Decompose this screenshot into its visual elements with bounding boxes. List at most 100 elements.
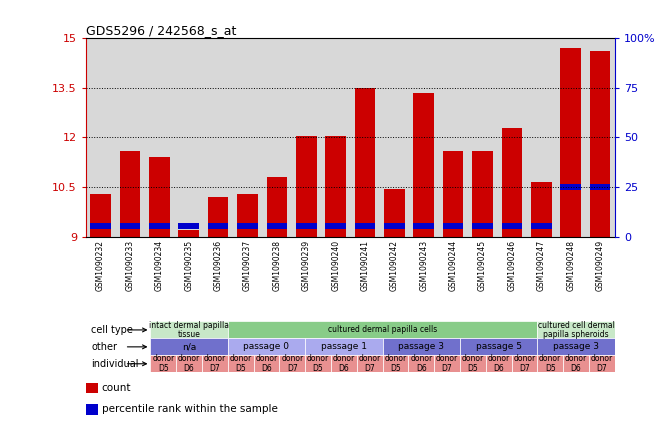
Bar xyxy=(178,230,199,237)
Bar xyxy=(350,38,379,237)
Bar xyxy=(357,355,383,372)
Bar xyxy=(266,222,287,228)
Text: passage 0: passage 0 xyxy=(243,342,290,352)
Bar xyxy=(537,321,615,338)
Bar xyxy=(151,355,176,372)
Bar xyxy=(120,151,140,237)
Bar xyxy=(590,51,610,237)
Bar xyxy=(414,93,434,237)
Bar xyxy=(443,151,463,237)
Bar xyxy=(563,355,589,372)
Bar xyxy=(443,222,463,228)
Bar xyxy=(561,48,581,237)
Bar xyxy=(86,404,98,415)
Text: n/a: n/a xyxy=(182,342,196,352)
Bar xyxy=(384,222,405,228)
Bar xyxy=(497,38,527,237)
Bar xyxy=(383,338,460,355)
Bar xyxy=(383,355,408,372)
Bar xyxy=(149,157,170,237)
Text: donor
D6: donor D6 xyxy=(488,354,510,373)
Bar xyxy=(460,338,537,355)
Text: donor
D7: donor D7 xyxy=(204,354,226,373)
Bar xyxy=(527,38,556,237)
Bar xyxy=(202,355,228,372)
Text: donor
D5: donor D5 xyxy=(384,354,407,373)
Bar xyxy=(266,177,287,237)
Bar xyxy=(531,222,551,228)
Bar xyxy=(292,38,321,237)
Text: cultured dermal papilla cells: cultured dermal papilla cells xyxy=(328,325,437,335)
Bar xyxy=(228,321,537,338)
Bar xyxy=(556,38,586,237)
Bar xyxy=(208,222,229,228)
Bar xyxy=(86,383,98,393)
Text: donor
D5: donor D5 xyxy=(462,354,484,373)
Bar xyxy=(434,355,460,372)
Bar xyxy=(120,222,140,228)
Text: donor
D6: donor D6 xyxy=(255,354,278,373)
Bar xyxy=(262,38,292,237)
Bar xyxy=(325,222,346,228)
Bar xyxy=(228,355,254,372)
Bar xyxy=(91,222,111,228)
Bar xyxy=(379,38,409,237)
Bar xyxy=(86,38,115,237)
Text: donor
D5: donor D5 xyxy=(307,354,329,373)
Text: cell type: cell type xyxy=(91,325,133,335)
Bar xyxy=(145,38,174,237)
Bar xyxy=(408,355,434,372)
Bar xyxy=(151,338,228,355)
Bar xyxy=(115,38,145,237)
Bar xyxy=(589,355,615,372)
Text: passage 5: passage 5 xyxy=(476,342,522,352)
Bar xyxy=(178,222,199,228)
Bar xyxy=(472,222,493,228)
Text: donor
D5: donor D5 xyxy=(539,354,561,373)
Bar xyxy=(537,355,563,372)
Bar xyxy=(305,355,331,372)
Bar xyxy=(228,338,305,355)
Bar xyxy=(208,197,229,237)
Text: count: count xyxy=(102,383,132,393)
Bar xyxy=(280,355,305,372)
Bar xyxy=(296,222,317,228)
Text: donor
D5: donor D5 xyxy=(229,354,252,373)
Bar xyxy=(355,88,375,237)
Bar xyxy=(204,38,233,237)
Bar xyxy=(237,222,258,228)
Bar xyxy=(531,182,551,237)
Text: passage 3: passage 3 xyxy=(399,342,444,352)
Text: donor
D7: donor D7 xyxy=(281,354,303,373)
Bar xyxy=(151,321,228,338)
Text: donor
D7: donor D7 xyxy=(436,354,458,373)
Bar xyxy=(305,338,383,355)
Bar xyxy=(321,38,350,237)
Bar xyxy=(590,184,610,190)
Text: donor
D6: donor D6 xyxy=(410,354,432,373)
Bar xyxy=(512,355,537,372)
Text: donor
D6: donor D6 xyxy=(332,354,355,373)
Bar xyxy=(460,355,486,372)
Bar xyxy=(502,128,522,237)
Bar xyxy=(331,355,357,372)
Bar xyxy=(409,38,438,237)
Bar xyxy=(586,38,615,237)
Text: intact dermal papilla
tissue: intact dermal papilla tissue xyxy=(149,321,229,339)
Text: cultured cell dermal
papilla spheroids: cultured cell dermal papilla spheroids xyxy=(537,321,615,339)
Bar xyxy=(438,38,468,237)
Text: percentile rank within the sample: percentile rank within the sample xyxy=(102,404,278,414)
Bar xyxy=(149,222,170,228)
Bar xyxy=(384,189,405,237)
Bar xyxy=(176,355,202,372)
Text: donor
D7: donor D7 xyxy=(591,354,613,373)
Bar xyxy=(355,222,375,228)
Bar xyxy=(472,151,493,237)
Bar xyxy=(561,184,581,190)
Bar xyxy=(254,355,280,372)
Text: passage 3: passage 3 xyxy=(553,342,599,352)
Bar xyxy=(414,222,434,228)
Bar xyxy=(486,355,512,372)
Bar xyxy=(91,194,111,237)
Bar xyxy=(233,38,262,237)
